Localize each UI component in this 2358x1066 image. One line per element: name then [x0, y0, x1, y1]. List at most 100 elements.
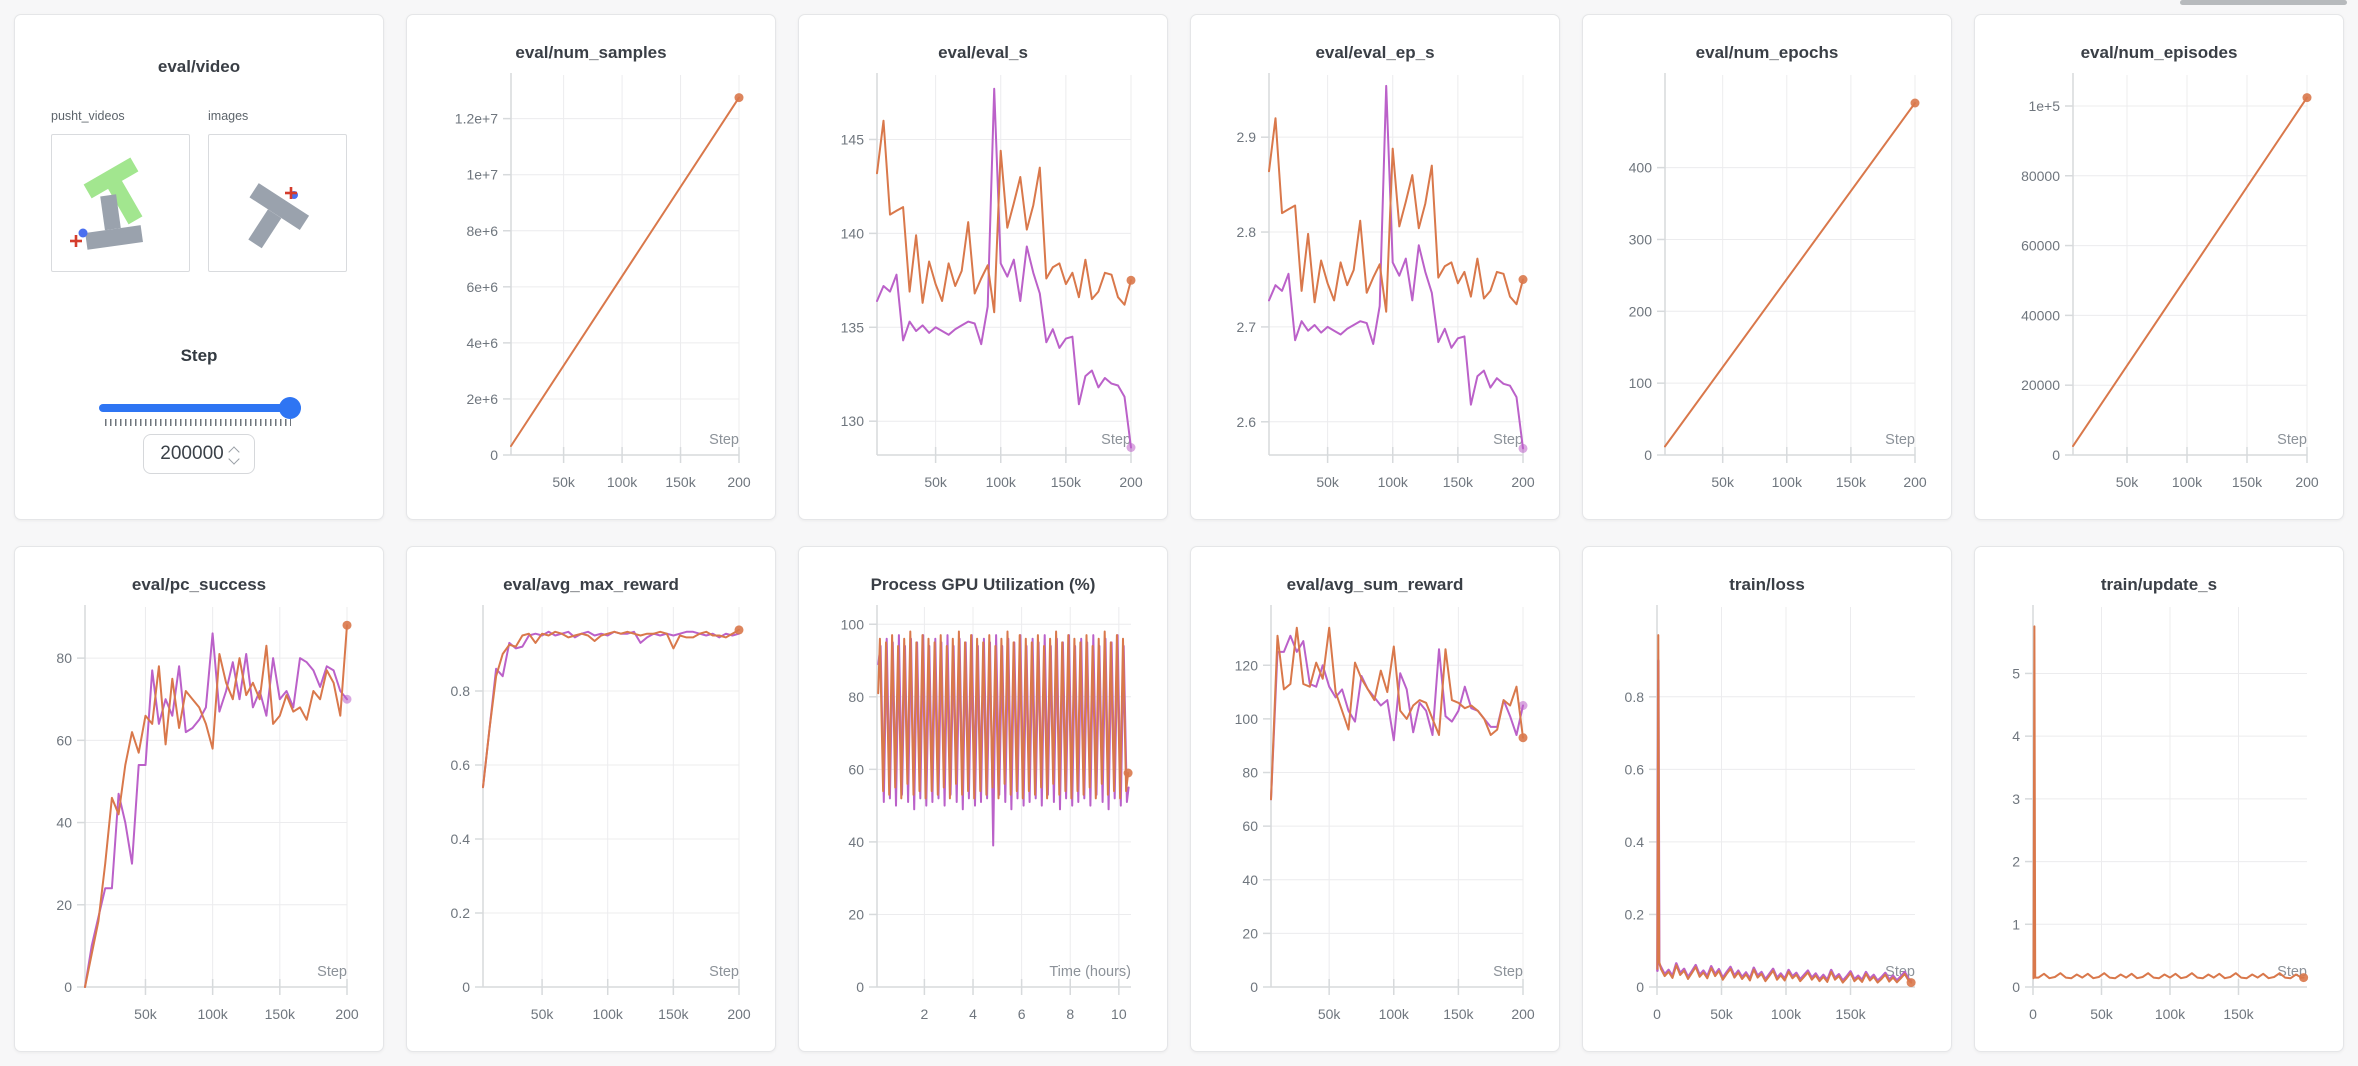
line-chart[interactable]: 0 20 40 60 80 100 120 50k 100k 150k 200 Step	[1191, 547, 1559, 1051]
svg-text:100k: 100k	[1771, 1006, 1802, 1022]
line-chart[interactable]: 0 20 40 60 80 50k 100k 150k 200 Step	[15, 547, 383, 1051]
step-slider[interactable]	[99, 397, 301, 419]
svg-text:2.8: 2.8	[1237, 224, 1257, 240]
svg-text:80: 80	[1242, 765, 1258, 781]
svg-text:0.2: 0.2	[451, 905, 471, 921]
media-thumbnail-images[interactable]	[208, 134, 347, 272]
svg-text:20000: 20000	[2021, 377, 2060, 393]
svg-text:0: 0	[1636, 979, 1644, 995]
svg-text:0: 0	[1644, 447, 1652, 463]
slider-track[interactable]	[99, 404, 301, 412]
svg-text:40: 40	[56, 815, 72, 831]
svg-text:200: 200	[335, 1006, 359, 1022]
svg-text:4: 4	[969, 1006, 977, 1022]
svg-text:100k: 100k	[1772, 474, 1803, 490]
panel-eval-avg-sum-reward: 0 20 40 60 80 100 120 50k 100k 150k 200 Step eval/a…	[1190, 546, 1560, 1052]
chart-title: eval/eval_ep_s	[1315, 43, 1435, 62]
svg-text:2.9: 2.9	[1237, 129, 1257, 145]
svg-text:Step: Step	[709, 432, 739, 448]
svg-text:Step: Step	[1885, 432, 1915, 448]
svg-text:150k: 150k	[1835, 1006, 1866, 1022]
panel-eval-avg-max-reward: 0 0.2 0.4 0.6 0.8 50k 100k 150k 200 Step eval/avg…	[406, 546, 776, 1052]
svg-text:60000: 60000	[2021, 238, 2060, 254]
green-t-shape-icon	[83, 157, 143, 225]
svg-text:300: 300	[1629, 231, 1653, 247]
number-spinner[interactable]	[228, 445, 240, 465]
panel-eval-eval-s: 130 135 140 145 50k 100k 150k 200 Step eval/eval…	[798, 14, 1168, 520]
step-input-value[interactable]: 200000	[160, 443, 224, 464]
svg-text:Step: Step	[2277, 432, 2307, 448]
svg-text:100k: 100k	[197, 1006, 228, 1022]
svg-text:0: 0	[1250, 979, 1258, 995]
line-chart[interactable]: 2.6 2.7 2.8 2.9 50k 100k 150k 200 Step	[1191, 15, 1559, 519]
svg-text:150k: 150k	[658, 1006, 689, 1022]
panel-eval-num-epochs: 0 100 200 300 400 50k 100k 150k 200 Step eval/num…	[1582, 14, 1952, 520]
svg-text:40000: 40000	[2021, 307, 2060, 323]
svg-text:2.7: 2.7	[1237, 319, 1257, 335]
svg-text:Time (hours): Time (hours)	[1049, 964, 1131, 980]
slider-thumb[interactable]	[279, 397, 301, 419]
line-chart[interactable]: 0 2e+6 4e+6 6e+6 8e+6 1e+7 1.2e+7 50k 100k 150k 20…	[407, 15, 775, 519]
step-input[interactable]: 200000	[143, 434, 255, 474]
chart-title: eval/num_epochs	[1695, 43, 1839, 62]
svg-text:60: 60	[1242, 818, 1258, 834]
horizontal-scrollbar[interactable]	[2180, 0, 2347, 5]
pusht-scene-icon	[248, 183, 310, 249]
line-chart[interactable]: 130 135 140 145 50k 100k 150k 200 Step	[799, 15, 1167, 519]
svg-text:0.2: 0.2	[1625, 906, 1645, 922]
panel-eval-pc-success: 0 20 40 60 80 50k 100k 150k 200 Step eval/pc_succ…	[14, 546, 384, 1052]
svg-text:Step: Step	[1493, 964, 1523, 980]
svg-text:Step: Step	[709, 964, 739, 980]
svg-text:200: 200	[2295, 474, 2319, 490]
chart-title: train/update_s	[2100, 575, 2218, 594]
svg-text:0.6: 0.6	[451, 757, 471, 773]
svg-text:60: 60	[848, 761, 864, 777]
svg-text:130: 130	[841, 413, 865, 429]
spinner-down-icon[interactable]	[228, 452, 240, 465]
chart-title: Process GPU Utilization (%)	[870, 575, 1096, 594]
svg-text:400: 400	[1629, 160, 1653, 176]
svg-text:0.8: 0.8	[451, 683, 471, 699]
target-cross-icon	[285, 187, 297, 199]
agent-dot-icon	[78, 228, 88, 238]
media-caption-images: images	[208, 109, 249, 123]
svg-text:50k: 50k	[531, 1006, 555, 1022]
svg-text:5: 5	[2012, 665, 2020, 681]
line-chart[interactable]: 0 20 40 60 80 100 2 4 6 8 10 Time (hours)	[799, 547, 1167, 1051]
svg-text:0: 0	[2012, 979, 2020, 995]
media-thumbnail-pusht-videos[interactable]	[51, 134, 190, 272]
line-chart[interactable]: 0 100 200 300 400 50k 100k 150k 200 Step	[1583, 15, 1951, 519]
media-caption-pusht-videos: pusht_videos	[51, 109, 125, 123]
line-chart[interactable]: 0 0.2 0.4 0.6 0.8 50k 100k 150k 200 Step	[407, 547, 775, 1051]
svg-text:150k: 150k	[2223, 1006, 2254, 1022]
svg-text:0.8: 0.8	[1625, 689, 1645, 705]
svg-text:0: 0	[490, 447, 498, 463]
svg-text:100k: 100k	[2155, 1006, 2186, 1022]
svg-text:200: 200	[1903, 474, 1927, 490]
svg-text:200: 200	[727, 1006, 751, 1022]
svg-text:150k: 150k	[1051, 474, 1082, 490]
svg-text:0: 0	[462, 979, 470, 995]
svg-text:1e+7: 1e+7	[466, 167, 498, 183]
svg-text:50k: 50k	[924, 474, 948, 490]
line-chart[interactable]: 0 20000 40000 60000 80000 1e+5 50k 100k 150k 200 S…	[1975, 15, 2343, 519]
panel-eval-video: eval/video pusht_videos images	[14, 14, 384, 520]
svg-text:150k: 150k	[1443, 1006, 1474, 1022]
chart-title: eval/avg_max_reward	[503, 575, 679, 594]
panel-eval-num-samples: 0 2e+6 4e+6 6e+6 8e+6 1e+7 1.2e+7 50k 100k 150k 20…	[406, 14, 776, 520]
svg-text:1.2e+7: 1.2e+7	[455, 111, 498, 127]
panel-title: eval/video	[157, 57, 241, 76]
svg-text:Step: Step	[1101, 432, 1131, 448]
svg-text:8e+6: 8e+6	[466, 223, 498, 239]
svg-text:2e+6: 2e+6	[466, 391, 498, 407]
svg-text:80000: 80000	[2021, 168, 2060, 184]
svg-text:6e+6: 6e+6	[466, 279, 498, 295]
svg-text:10: 10	[1111, 1006, 1127, 1022]
svg-text:0: 0	[856, 979, 864, 995]
svg-text:200: 200	[1511, 474, 1535, 490]
svg-text:100: 100	[841, 616, 865, 632]
svg-text:150k: 150k	[2232, 474, 2263, 490]
svg-text:20: 20	[848, 906, 864, 922]
